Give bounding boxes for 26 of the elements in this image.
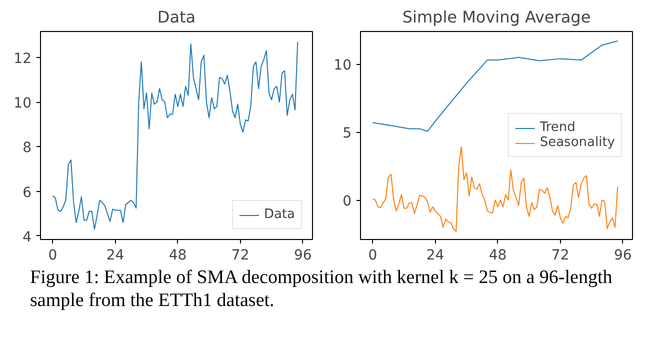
caption: Figure 1: Example of SMA decomposition with kernel k = 25 on a 96-length sample from the ETTh1 dataset. bbox=[30, 267, 614, 313]
y-tick-label: 4 bbox=[22, 229, 32, 246]
x-tick-label: 96 bbox=[614, 248, 632, 264]
x-tick-label: 48 bbox=[168, 248, 187, 264]
x-tick-label: 0 bbox=[368, 248, 378, 264]
x-tick-label: 72 bbox=[551, 248, 570, 264]
x-tick-label: 72 bbox=[231, 248, 250, 264]
y-tick-label: 10 bbox=[334, 58, 352, 74]
y-tick-label: 0 bbox=[342, 194, 352, 210]
y-tick-label: 5 bbox=[342, 126, 352, 142]
x-tick-label: 48 bbox=[488, 248, 507, 264]
y-tick-label: 6 bbox=[22, 184, 32, 201]
legend-label: Trend bbox=[540, 120, 576, 135]
x-tick-label: 24 bbox=[106, 248, 124, 264]
y-tick-label: 8 bbox=[22, 140, 32, 156]
x-tick-label: 96 bbox=[294, 248, 312, 264]
line-series bbox=[372, 40, 618, 132]
y-tick-label: 12 bbox=[14, 50, 32, 67]
x-tick-label: 24 bbox=[426, 248, 444, 264]
chart-title: Simple Moving Average bbox=[402, 8, 591, 26]
chart-title: Data bbox=[157, 8, 196, 26]
line-series bbox=[52, 41, 298, 230]
x-tick-label: 0 bbox=[48, 248, 58, 264]
y-tick-label: 10 bbox=[14, 96, 32, 112]
legend-label: Data bbox=[264, 207, 295, 222]
legend-label: Seasonality bbox=[540, 135, 615, 150]
